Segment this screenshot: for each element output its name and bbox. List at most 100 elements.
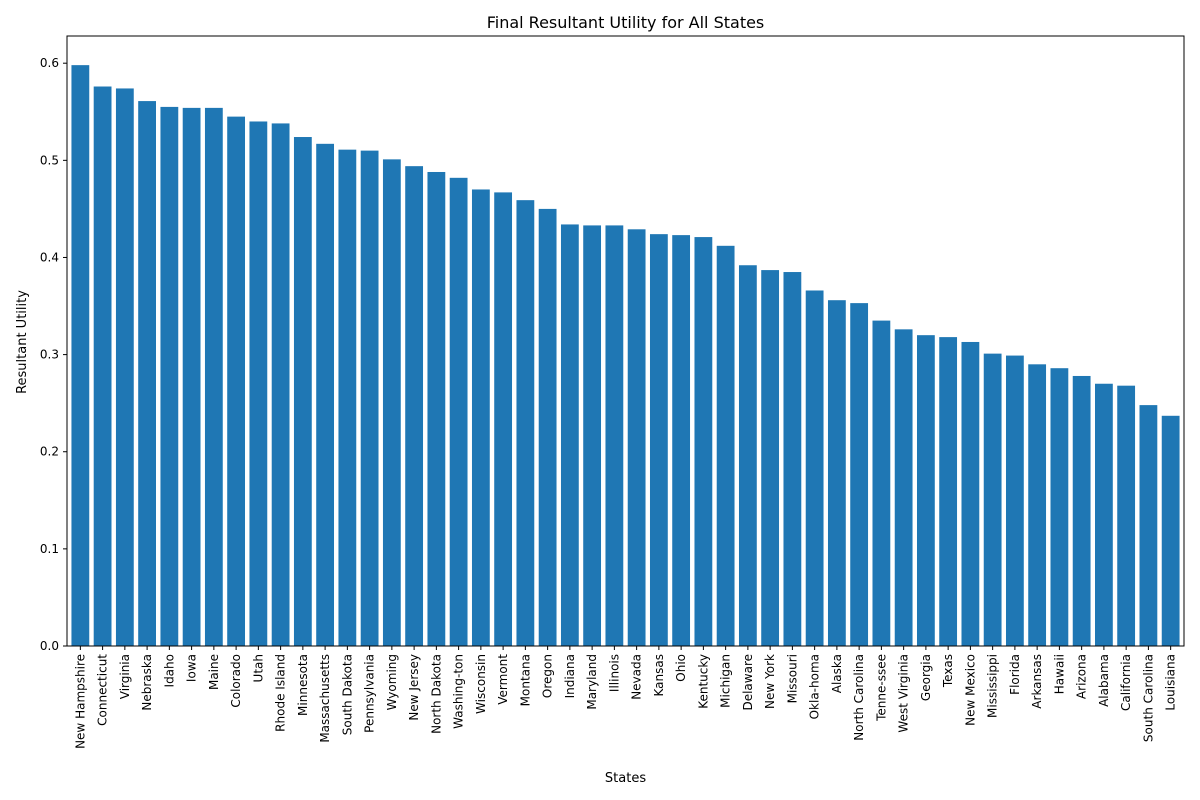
- x-tick-label: Maine: [207, 654, 221, 690]
- x-tick-label: Texas: [941, 654, 955, 688]
- bar: [672, 235, 691, 646]
- bar: [538, 208, 557, 646]
- x-tick-label: Vermont: [496, 654, 510, 705]
- x-tick-label: Kansas: [652, 654, 666, 696]
- y-tick-label: 0.5: [40, 153, 59, 167]
- y-tick-label: 0.0: [40, 639, 59, 653]
- bar: [316, 143, 335, 646]
- bar: [605, 225, 624, 646]
- bar: [1117, 385, 1136, 646]
- x-tick-label: Missouri: [785, 654, 799, 703]
- bar: [738, 265, 757, 646]
- x-tick-label: Georgia: [919, 654, 933, 701]
- bar: [271, 123, 290, 647]
- x-tick-label: Montana: [518, 654, 532, 706]
- x-tick-label: Michigan: [719, 654, 733, 708]
- x-tick-label: Virginia: [118, 654, 132, 699]
- bar: [850, 303, 869, 646]
- bar: [93, 86, 112, 646]
- bar: [894, 329, 913, 646]
- bar: [71, 65, 90, 646]
- x-tick-label: Colorado: [229, 654, 243, 708]
- bar: [1161, 415, 1180, 646]
- x-tick-label: Minnesota: [296, 654, 310, 716]
- bar: [761, 270, 780, 646]
- x-tick-label: Louisiana: [1164, 654, 1178, 711]
- x-tick-label: Nebraska: [140, 654, 154, 711]
- x-tick-label: Mississippi: [986, 654, 1000, 718]
- bar: [360, 150, 379, 646]
- y-axis-ticks: 0.0 0.1 0.2 0.3 0.4 0.5 0.6: [40, 56, 67, 653]
- bar: [494, 192, 513, 646]
- bar: [138, 101, 156, 646]
- bar: [983, 353, 1002, 646]
- x-tick-label: Rhode Island: [274, 654, 288, 732]
- x-tick-label: West Virginia: [897, 654, 911, 733]
- x-tick-label: Alabama: [1097, 654, 1111, 707]
- bar: [560, 224, 579, 646]
- x-tick-label: Maryland: [585, 654, 599, 710]
- x-tick-label: Kentucky: [696, 654, 710, 709]
- bar: [227, 116, 246, 647]
- x-tick-label: Delaware: [741, 654, 755, 711]
- x-axis-ticks: New Hampshire Connecticut Virginia Nebraska…: [73, 646, 1178, 749]
- bar: [405, 166, 424, 646]
- y-tick-label: 0.6: [40, 56, 59, 70]
- x-axis-label: States: [605, 771, 646, 786]
- y-tick-label: 0.4: [40, 250, 59, 264]
- bar: [427, 171, 446, 647]
- bars-group: [71, 65, 1180, 647]
- bar: [961, 341, 980, 646]
- x-tick-label: Wyoming: [385, 654, 399, 710]
- bar: [627, 229, 646, 647]
- x-tick-label: New Hampshire: [73, 654, 87, 749]
- x-tick-label: Tenne-ssee: [874, 654, 888, 722]
- x-tick-label: Massachusetts: [318, 654, 332, 743]
- x-tick-label: North Carolina: [852, 654, 866, 741]
- x-tick-label: Arkansas: [1030, 654, 1044, 709]
- x-tick-label: Oregon: [541, 654, 555, 698]
- x-tick-label: South Carolina: [1141, 654, 1155, 742]
- bar: [805, 290, 824, 646]
- bar: [583, 225, 602, 646]
- x-tick-label: Illinois: [607, 654, 621, 692]
- bar: [783, 272, 802, 646]
- x-tick-label: Hawaii: [1052, 654, 1066, 694]
- bar: [916, 335, 935, 646]
- x-tick-label: Utah: [251, 654, 265, 682]
- bar: [249, 121, 268, 647]
- bar: [1005, 355, 1024, 646]
- plot-frame: [66, 35, 1185, 647]
- x-tick-label: Indiana: [563, 654, 577, 698]
- bar: [338, 149, 357, 646]
- y-tick-label: 0.3: [40, 348, 59, 362]
- x-tick-label: California: [1119, 654, 1133, 711]
- bar: [1095, 383, 1113, 646]
- x-tick-label: Florida: [1008, 654, 1022, 695]
- x-tick-label: Arizona: [1075, 654, 1089, 699]
- x-tick-label: Okla-homa: [808, 654, 822, 719]
- bar: [1050, 368, 1069, 646]
- y-axis-label: Resultant Utility: [15, 290, 30, 394]
- x-tick-label: New Jersey: [407, 654, 421, 721]
- bar: [160, 106, 179, 646]
- x-tick-label: Washing-ton: [452, 654, 466, 729]
- bar: [382, 159, 401, 647]
- y-tick-label: 0.1: [40, 542, 59, 556]
- bar: [471, 189, 490, 646]
- bar: [1139, 405, 1158, 646]
- x-tick-label: Ohio: [674, 654, 688, 682]
- bar: [939, 337, 958, 646]
- bar: [115, 88, 134, 646]
- x-tick-label: Pennsylvania: [363, 654, 377, 733]
- bar: [449, 177, 468, 646]
- x-tick-label: Idaho: [162, 654, 176, 687]
- x-tick-label: Alaska: [830, 654, 844, 693]
- bar: [1028, 364, 1047, 646]
- x-tick-label: New Mexico: [963, 654, 977, 726]
- bar: [1072, 375, 1091, 646]
- bar: [716, 245, 735, 646]
- x-tick-label: Wisconsin: [474, 654, 488, 714]
- bar: [872, 320, 891, 646]
